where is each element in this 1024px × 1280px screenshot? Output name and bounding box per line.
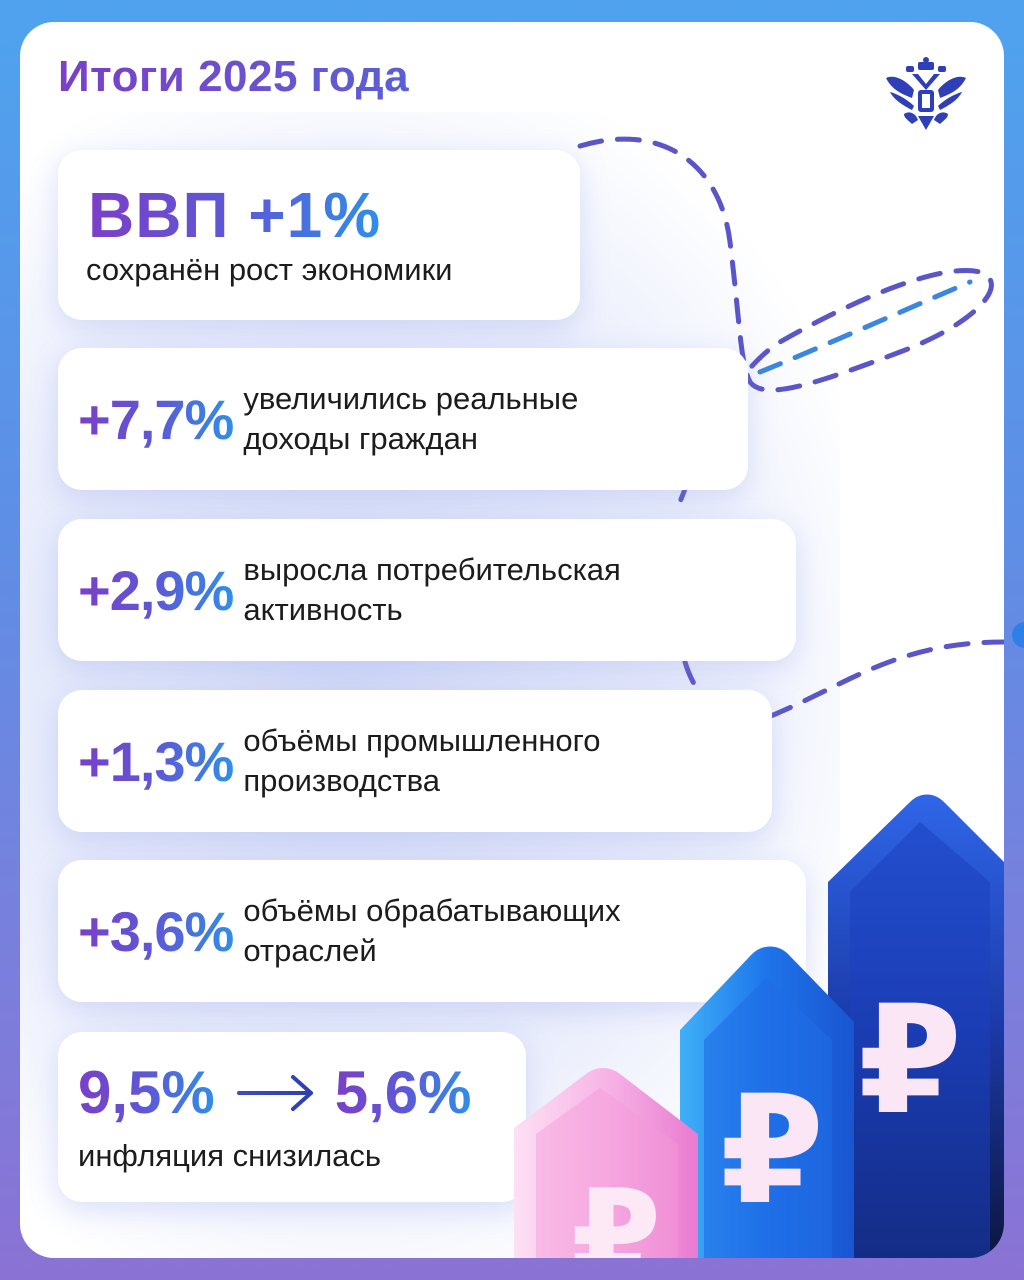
stat-value: +2,9% xyxy=(78,558,234,622)
page-title: Итоги 2025 года xyxy=(58,52,410,101)
stat-card-consumer: +2,9% выросла потребительская активность xyxy=(58,519,796,661)
stat-value: ВВП +1% xyxy=(88,179,382,251)
stat-description: объёмы обрабатывающих отраслей xyxy=(243,893,621,968)
stat-card-manufacturing: +3,6% объёмы обрабатывающих отраслей xyxy=(58,860,806,1002)
stat-value: +1,3% xyxy=(78,729,234,793)
stat-description: объёмы промышленного производства xyxy=(243,723,601,798)
svg-text:₽: ₽ xyxy=(571,1161,661,1258)
infographic-card: Итоги 2025 года ВВП +1% сохранён рост эк… xyxy=(20,22,1004,1258)
svg-text:₽: ₽ xyxy=(858,974,962,1148)
arrow-right-icon xyxy=(236,1074,313,1111)
stat-card-inflation: 9,5% 5,6% инфляция снизилась xyxy=(58,1032,526,1202)
stat-value: +3,6% xyxy=(78,899,234,963)
stat-description: сохранён рост экономики xyxy=(86,252,453,287)
stat-card-industry: +1,3% объёмы промышленного производства xyxy=(58,690,772,832)
inflation-values: 9,5% 5,6% xyxy=(78,1058,472,1127)
stat-description: увеличились реальные доходы граждан xyxy=(243,381,579,456)
inflation-from: 9,5% xyxy=(78,1059,215,1126)
stat-value: +7,7% xyxy=(78,387,234,451)
ruble-growth-bars-illustration: ₽ ₽ ₽ xyxy=(514,794,1004,1258)
decorative-dot xyxy=(1012,622,1024,648)
svg-text:₽: ₽ xyxy=(720,1064,824,1238)
stat-description: выросла потребительская активность xyxy=(243,552,621,627)
inflation-to: 5,6% xyxy=(334,1059,472,1126)
stat-card-gdp: ВВП +1% сохранён рост экономики xyxy=(58,150,580,320)
stat-card-income: +7,7% увеличились реальные доходы гражда… xyxy=(58,348,748,490)
stat-description: инфляция снизилась xyxy=(78,1138,382,1173)
russian-coat-of-arms-icon xyxy=(886,57,966,130)
